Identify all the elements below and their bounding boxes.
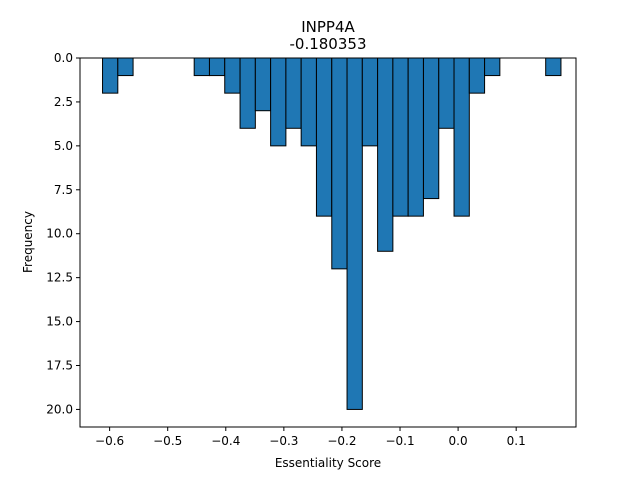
- histogram-bar: [208, 57, 226, 77]
- histogram-bar: [438, 57, 455, 129]
- x-tick-label: −0.6: [95, 434, 124, 448]
- histogram-bar: [453, 57, 470, 217]
- y-tick-label: 20.0: [46, 402, 73, 416]
- x-tick-label: −0.5: [153, 434, 182, 448]
- x-axis-ticks: −0.6 −0.5 −0.4 −0.3 −0.2 −0.1 0.0 0.1: [95, 427, 526, 448]
- y-axis-label: Frequency: [21, 211, 35, 273]
- chart-subtitle: -0.180353: [290, 35, 367, 53]
- histogram-bar: [361, 57, 379, 147]
- histogram-bar: [285, 57, 302, 129]
- histogram-bar: [239, 57, 256, 129]
- histogram-bar: [270, 57, 287, 147]
- histogram-bar: [407, 57, 424, 217]
- histogram-bar: [331, 57, 348, 270]
- y-axis-ticks: 0.0 2.5 5.0 7.5 10.0 12.5 15.0 17.5 20.0: [46, 51, 80, 416]
- y-tick-label: 0.0: [54, 51, 73, 65]
- histogram-bar: [102, 57, 119, 94]
- plot-frame: [79, 57, 577, 428]
- histogram-bar: [254, 57, 272, 112]
- x-tick-label: −0.4: [211, 434, 240, 448]
- x-tick-label: −0.3: [269, 434, 298, 448]
- histogram-bar: [117, 57, 134, 77]
- x-tick-label: −0.2: [327, 434, 356, 448]
- y-tick-label: 10.0: [46, 227, 73, 241]
- histogram-bar: [422, 57, 440, 200]
- x-tick-label: 0.1: [507, 434, 526, 448]
- chart-title: INPP4A: [301, 18, 355, 36]
- y-tick-label: 2.5: [54, 95, 73, 109]
- histogram-bar: [193, 57, 210, 77]
- histogram-bar: [484, 57, 501, 77]
- x-tick-label: 0.0: [449, 434, 468, 448]
- histogram-bar: [346, 57, 363, 410]
- x-axis-label: Essentiality Score: [275, 456, 381, 470]
- y-tick-label: 7.5: [54, 183, 73, 197]
- y-tick-label: 12.5: [46, 271, 73, 285]
- histogram-bar: [377, 57, 394, 252]
- histogram-bar: [545, 57, 562, 77]
- histogram-bar: [315, 57, 333, 217]
- histogram-bar: [224, 57, 241, 94]
- histogram-bar: [392, 57, 409, 217]
- y-tick-label: 15.0: [46, 315, 73, 329]
- y-tick-label: 5.0: [54, 139, 73, 153]
- y-tick-label: 17.5: [46, 359, 73, 373]
- histogram-bar: [468, 57, 486, 94]
- bars-group: [102, 57, 562, 410]
- histogram-bar: [300, 57, 317, 147]
- x-tick-label: −0.1: [385, 434, 414, 448]
